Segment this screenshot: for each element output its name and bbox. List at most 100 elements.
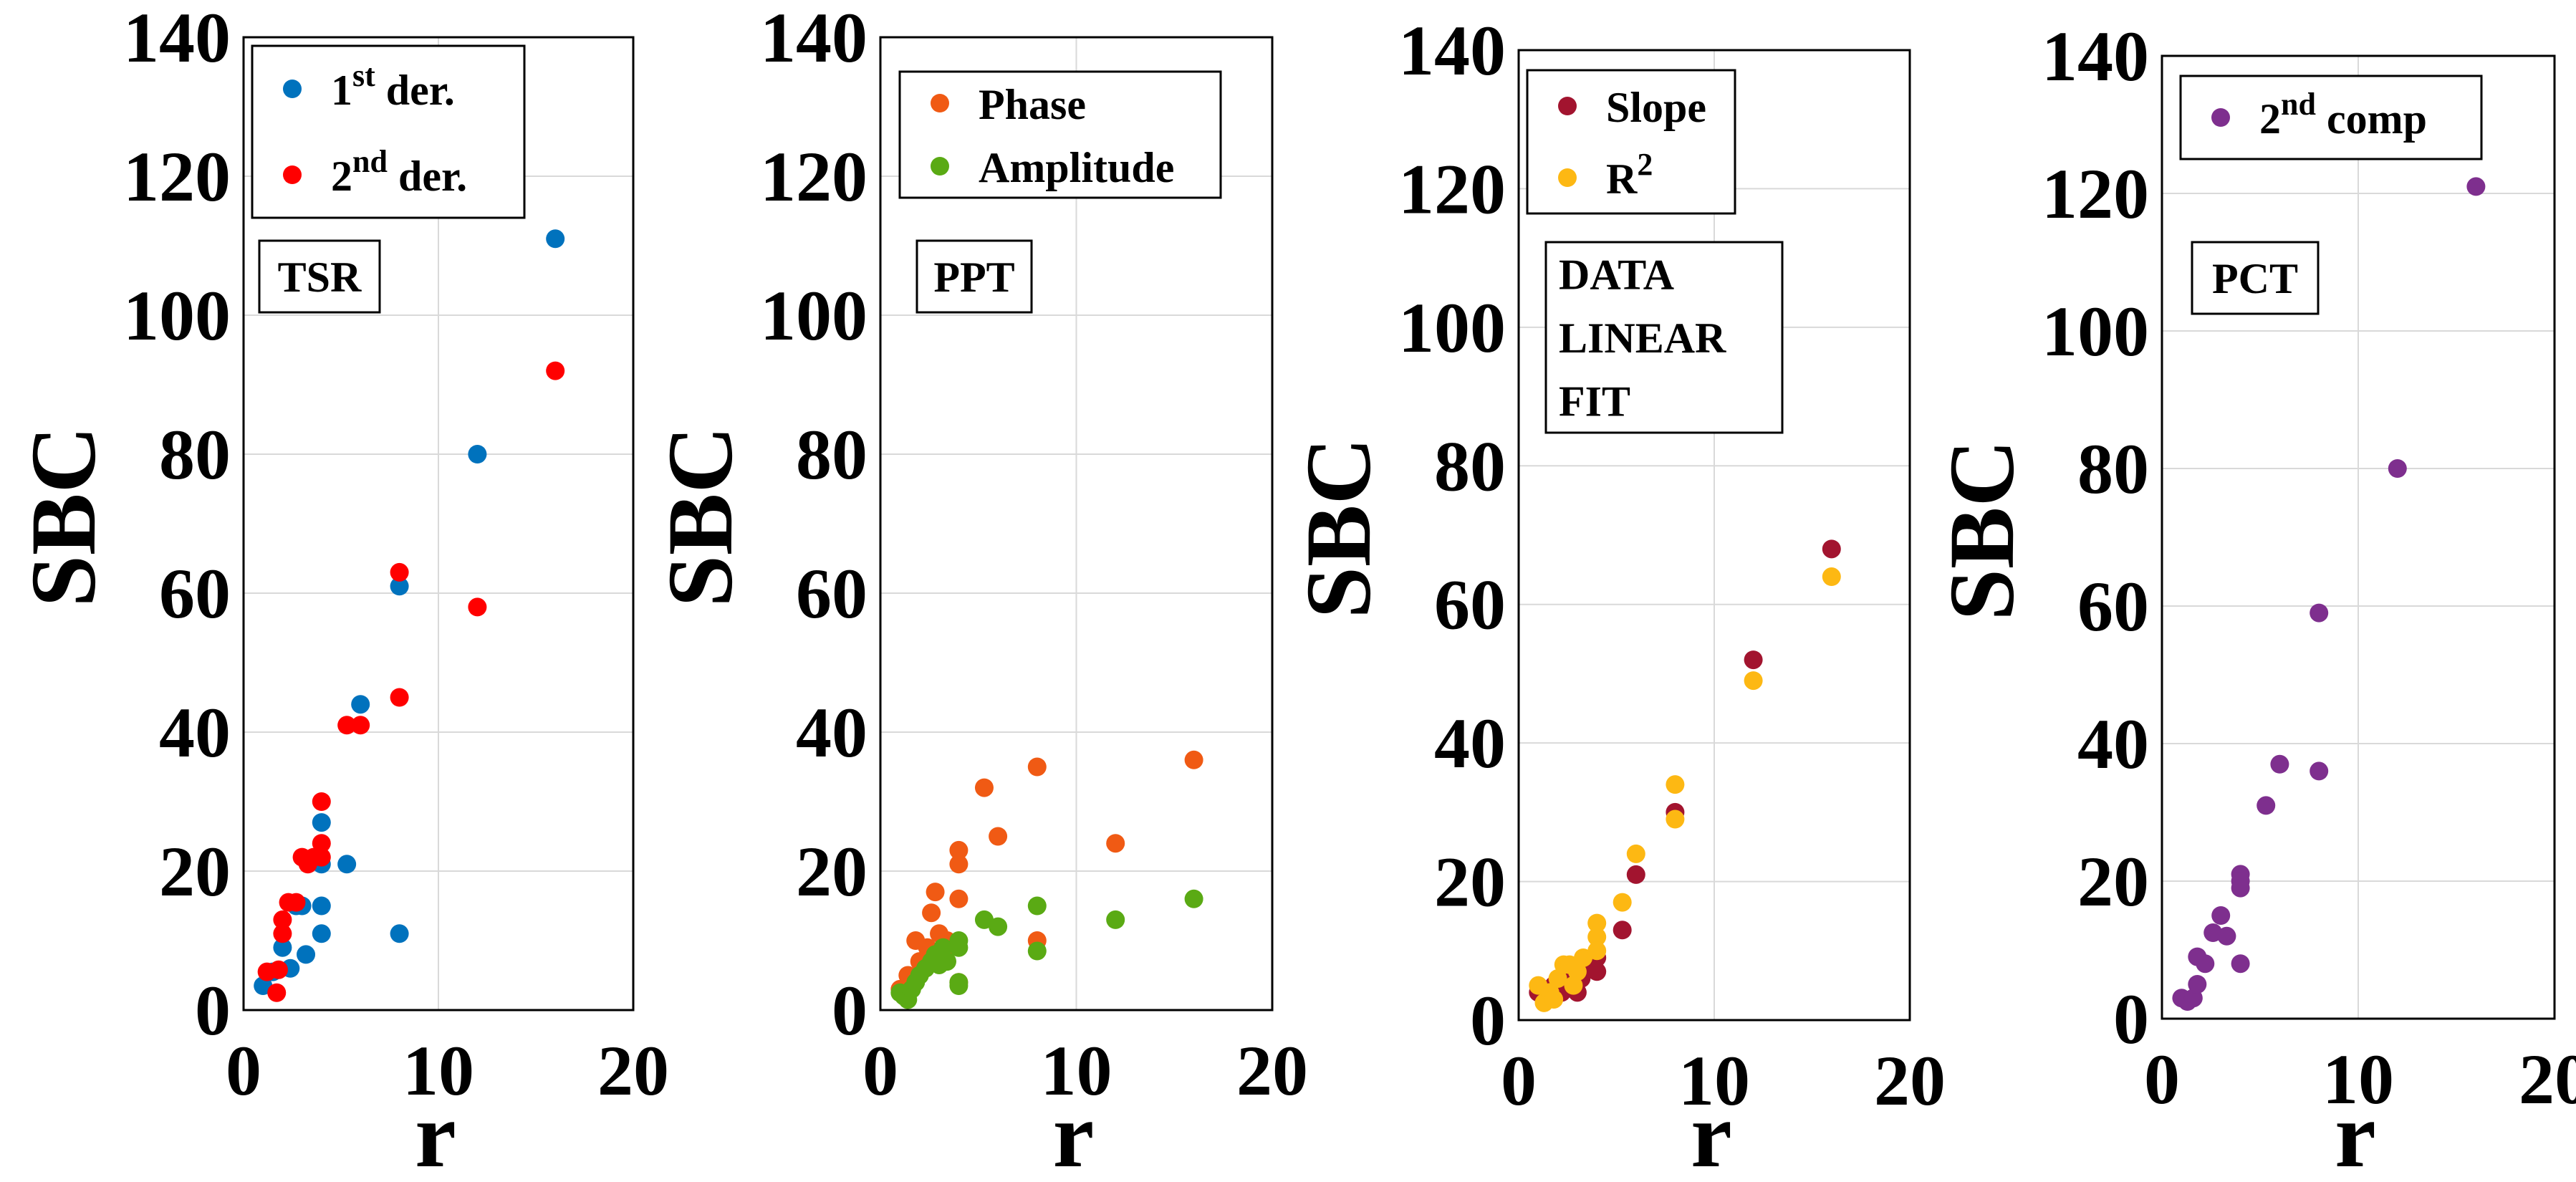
- annotation: TSR: [258, 239, 381, 314]
- data-point: [273, 938, 292, 957]
- data-point: [312, 813, 331, 832]
- data-point: [390, 924, 409, 943]
- y-tick-label: 80: [159, 415, 231, 494]
- y-tick-label: 100: [123, 276, 231, 355]
- x-tick-label: 20: [2519, 1039, 2576, 1119]
- legend: 2nd comp: [2179, 75, 2483, 160]
- data-point: [312, 924, 331, 943]
- legend-box: [251, 44, 526, 219]
- data-point: [949, 889, 969, 908]
- legend-marker: [283, 80, 302, 98]
- data-point: [546, 361, 565, 380]
- data-point: [351, 716, 370, 735]
- data-point: [297, 945, 316, 964]
- y-tick-label: 140: [123, 0, 231, 77]
- y-tick-label: 20: [2077, 842, 2149, 921]
- y-tick-label: 60: [796, 554, 868, 633]
- series-2: [257, 361, 565, 1002]
- data-point: [269, 960, 288, 979]
- x-tick-label: 10: [2322, 1039, 2394, 1119]
- plot-frame: [879, 36, 1274, 1012]
- legend-marker: [931, 94, 949, 112]
- y-tick-label: 120: [760, 137, 868, 216]
- annotation-box: [1544, 241, 1784, 434]
- data-point: [2196, 954, 2215, 974]
- legend-label: R2: [1606, 147, 1653, 203]
- legend-label: 1st der.: [331, 58, 455, 114]
- legend-marker: [1558, 168, 1577, 187]
- chart-panel-4: 0 10 20 0 20 40 60 80 100 120 140 r SBC 2nd comp PCT: [1931, 16, 2576, 1182]
- data-point: [1744, 671, 1763, 691]
- data-point: [2217, 926, 2236, 946]
- data-point: [2388, 459, 2407, 478]
- x-axis-label: r: [2335, 1084, 2376, 1182]
- chart-panel-3: 0 10 20 0 20 40 60 80 100 120 140 r SBC Slope R2 DATA LI…: [1287, 11, 1946, 1182]
- y-tick-label: 120: [1398, 149, 1506, 229]
- y-tick-label: 140: [1398, 11, 1506, 90]
- x-tick-label: 10: [403, 1031, 474, 1110]
- data-point: [312, 896, 331, 916]
- legend-marker: [1558, 97, 1577, 115]
- y-tick-label: 0: [1470, 981, 1506, 1060]
- data-point: [390, 577, 409, 596]
- data-point: [1666, 775, 1685, 794]
- data-point: [312, 834, 331, 853]
- data-point: [337, 716, 357, 735]
- y-tick-label: 40: [796, 693, 868, 772]
- x-tick-label: 0: [1501, 1041, 1537, 1120]
- series-2: [890, 889, 1203, 1009]
- x-tick-label: 10: [1041, 1031, 1112, 1110]
- y-axis-label: SBC: [12, 426, 115, 607]
- y-tick-label: 40: [1434, 703, 1506, 783]
- data-point: [949, 855, 969, 874]
- data-point: [2231, 878, 2250, 898]
- y-tick-label: 140: [760, 0, 868, 77]
- chart-panel-1: 0 10 20 0 20 40 60 80 100 120 140 r SBC 1st der. 2nd d…: [12, 0, 669, 1182]
- series-1: [2172, 177, 2486, 1011]
- data-point: [1027, 896, 1047, 916]
- data-point: [2466, 177, 2486, 196]
- legend: Phase Amplitude: [898, 70, 1222, 199]
- data-point: [287, 893, 306, 912]
- y-tick-label: 40: [2077, 704, 2149, 784]
- y-axis-label: SBC: [1931, 440, 2034, 621]
- x-axis-label: r: [1691, 1084, 1732, 1182]
- y-tick-label: 20: [159, 832, 231, 911]
- data-point: [1587, 913, 1607, 933]
- data-point: [273, 910, 292, 929]
- data-point: [1666, 809, 1685, 829]
- data-point: [1613, 893, 1632, 912]
- y-tick-label: 80: [796, 415, 868, 494]
- data-point: [2310, 761, 2329, 781]
- y-tick-label: 40: [159, 693, 231, 772]
- data-point: [1626, 844, 1645, 863]
- x-axis-label: r: [1053, 1084, 1095, 1182]
- data-point: [974, 910, 994, 929]
- data-point: [468, 445, 487, 463]
- series-2: [1529, 567, 1841, 1012]
- annotation: DATA LINEAR FIT: [1544, 241, 1784, 434]
- data-point: [2257, 796, 2276, 815]
- x-tick-label: 10: [1678, 1041, 1750, 1120]
- legend-box: [1526, 69, 1736, 215]
- annotation-box: [258, 239, 381, 314]
- annotation-text: FIT: [1559, 378, 1630, 426]
- legend-marker: [283, 165, 302, 184]
- data-point: [1027, 941, 1047, 961]
- y-tick-label: 0: [832, 971, 868, 1050]
- y-tick-label: 60: [2077, 567, 2149, 646]
- x-tick-label: 0: [226, 1031, 261, 1110]
- y-tick-label: 120: [123, 137, 231, 216]
- data-point: [1613, 921, 1632, 940]
- data-point: [1822, 539, 1841, 559]
- annotation-text: LINEAR: [1559, 314, 1726, 362]
- y-tick-label: 0: [2113, 979, 2149, 1059]
- data-point: [2310, 603, 2329, 623]
- legend: 1st der. 2nd der.: [251, 44, 526, 219]
- data-point: [390, 562, 409, 582]
- plot-frame: [1517, 49, 1911, 1022]
- data-point: [1587, 962, 1607, 981]
- legend-marker: [2211, 108, 2230, 127]
- legend-box: [898, 70, 1222, 199]
